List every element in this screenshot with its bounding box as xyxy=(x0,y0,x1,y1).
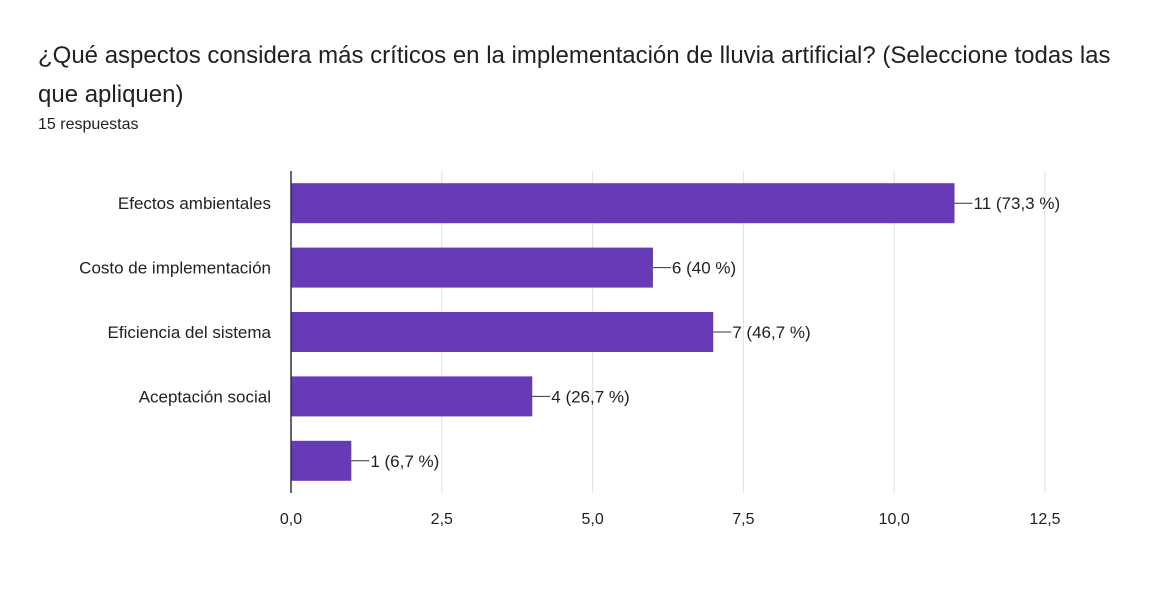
data-label: 6 (40 %) xyxy=(672,259,736,278)
bar xyxy=(291,247,653,288)
category-label: Aceptación social xyxy=(139,387,271,406)
x-tick-label: 0,0 xyxy=(280,511,302,528)
x-tick-label: 7,5 xyxy=(732,511,754,528)
x-tick-label: 10,0 xyxy=(879,511,910,528)
bar xyxy=(291,440,352,481)
data-label: 11 (73,3 %) xyxy=(974,194,1061,213)
bar xyxy=(291,183,955,224)
data-label: 7 (46,7 %) xyxy=(732,323,810,342)
bar xyxy=(291,376,533,417)
category-label: Efectos ambientales xyxy=(118,194,271,213)
x-tick-label: 5,0 xyxy=(581,511,603,528)
data-label: 1 (6,7 %) xyxy=(370,452,439,471)
category-label: Eficiencia del sistema xyxy=(108,323,272,342)
bar xyxy=(291,312,714,352)
response-count: 15 respuestas xyxy=(38,116,139,133)
x-tick-label: 2,5 xyxy=(431,511,453,528)
category-label: Costo de implementación xyxy=(79,259,271,278)
data-label: 4 (26,7 %) xyxy=(551,387,629,406)
question-title: ¿Qué aspectos considera más críticos en … xyxy=(38,42,1111,108)
x-tick-label: 12,5 xyxy=(1029,511,1060,528)
